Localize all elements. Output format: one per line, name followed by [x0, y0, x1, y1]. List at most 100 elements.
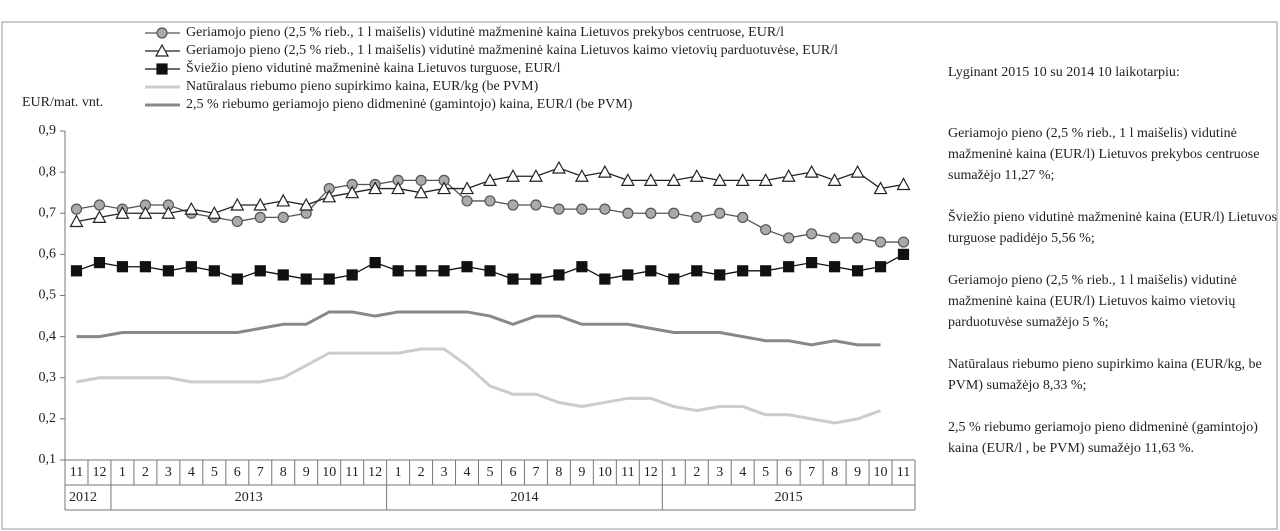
marker-triangle — [69, 214, 84, 228]
marker-circle — [645, 207, 657, 219]
marker-triangle — [115, 205, 130, 219]
marker-circle — [599, 203, 611, 215]
marker-triangle — [276, 193, 291, 207]
side-paragraph: Natūralaus riebumo pieno supirkimo kaina… — [948, 357, 1262, 393]
y-tick-label: 0,1 — [39, 452, 57, 467]
x-tick-label: 8 — [555, 465, 562, 480]
marker-square — [645, 265, 657, 277]
legend-label: Natūralaus riebumo pieno supirkimo kaina… — [186, 79, 539, 94]
legend-marker — [154, 43, 170, 57]
marker-circle — [622, 207, 634, 219]
marker-square — [874, 261, 887, 273]
marker-square — [783, 261, 795, 273]
marker-circle — [737, 211, 749, 223]
marker-square — [346, 269, 358, 281]
marker-triangle — [528, 168, 543, 182]
y-tick-label: 0,6 — [39, 247, 57, 262]
x-tick-label: 1 — [670, 465, 677, 480]
series-line — [76, 310, 881, 347]
marker-triangle — [666, 173, 681, 186]
marker-triangle — [574, 168, 589, 182]
marker-circle — [806, 228, 818, 240]
marker-triangle — [414, 185, 429, 199]
marker-triangle — [620, 173, 635, 186]
year-label: 2014 — [510, 490, 538, 505]
x-tick-label: 3 — [165, 465, 172, 480]
marker-square — [714, 269, 726, 281]
marker-square — [116, 261, 129, 273]
marker-square — [231, 273, 243, 285]
x-tick-label: 9 — [303, 465, 310, 480]
marker-triangle — [597, 164, 612, 178]
marker-triangle — [92, 210, 107, 223]
x-tick-label: 5 — [211, 465, 218, 480]
marker-square — [162, 265, 174, 277]
x-tick-label: 7 — [808, 465, 815, 480]
marker-circle — [277, 211, 289, 223]
marker-square — [438, 265, 450, 277]
marker-circle — [484, 195, 496, 207]
x-tick-label: 4 — [188, 465, 195, 480]
marker-square — [461, 261, 473, 273]
marker-square — [851, 265, 864, 277]
side-heading: Lyginant 2015 10 su 2014 10 laikotarpiu: — [948, 65, 1180, 80]
x-tick-label: 1 — [395, 465, 402, 480]
legend-label: Šviežio pieno vidutinė mažmeninė kaina L… — [186, 59, 561, 76]
y-tick-label: 0,5 — [39, 288, 57, 303]
marker-square — [323, 273, 335, 285]
marker-triangle — [138, 205, 153, 219]
marker-circle — [93, 199, 106, 211]
x-tick-label: 1 — [119, 465, 126, 480]
marker-square — [208, 265, 220, 277]
x-tick-label: 11 — [345, 465, 358, 480]
year-label: 2012 — [69, 490, 97, 505]
marker-circle — [897, 236, 910, 248]
side-paragraph: Geriamojo pieno (2,5 % rieb., 1 l maišel… — [948, 126, 1260, 183]
x-tick-label: 9 — [854, 465, 861, 480]
marker-circle — [254, 211, 266, 223]
year-label: 2015 — [775, 490, 803, 505]
marker-square — [254, 265, 266, 277]
marker-triangle — [850, 164, 865, 178]
marker-circle — [828, 232, 841, 244]
x-tick-label: 6 — [234, 465, 241, 480]
marker-square — [530, 273, 542, 285]
marker-circle — [760, 224, 772, 236]
y-tick-label: 0,9 — [39, 123, 57, 138]
marker-circle — [714, 207, 726, 219]
y-axis-label: EUR/mat. vnt. — [22, 95, 103, 110]
x-tick-label: 7 — [257, 465, 264, 480]
marker-triangle — [161, 205, 176, 219]
marker-triangle — [551, 160, 566, 174]
marker-square — [668, 273, 680, 285]
x-tick-label: 6 — [509, 465, 516, 480]
marker-square — [139, 261, 152, 273]
marker-triangle — [827, 173, 842, 186]
marker-triangle — [804, 164, 819, 178]
marker-triangle — [322, 189, 337, 203]
legend-label: Geriamojo pieno (2,5 % rieb., 1 l maišel… — [186, 25, 784, 40]
y-tick-label: 0,2 — [39, 411, 57, 426]
x-tick-label: 10 — [322, 465, 336, 480]
marker-circle — [231, 215, 243, 228]
y-tick-label: 0,7 — [39, 205, 57, 220]
x-tick-label: 11 — [897, 465, 910, 480]
marker-square — [737, 265, 749, 277]
marker-triangle — [482, 173, 498, 186]
marker-circle — [874, 236, 887, 248]
marker-square — [70, 265, 83, 277]
marker-triangle — [460, 181, 475, 195]
marker-triangle — [437, 181, 452, 195]
x-tick-label: 12 — [92, 465, 106, 480]
marker-square — [185, 261, 197, 273]
marker-triangle — [299, 197, 314, 211]
marker-circle — [783, 232, 795, 244]
marker-square — [300, 273, 312, 285]
y-tick-label: 0,8 — [39, 164, 57, 179]
series-line — [76, 347, 882, 425]
marker-triangle — [896, 177, 911, 191]
marker-triangle — [505, 168, 520, 182]
marker-square — [507, 273, 519, 285]
marker-triangle — [873, 181, 888, 195]
